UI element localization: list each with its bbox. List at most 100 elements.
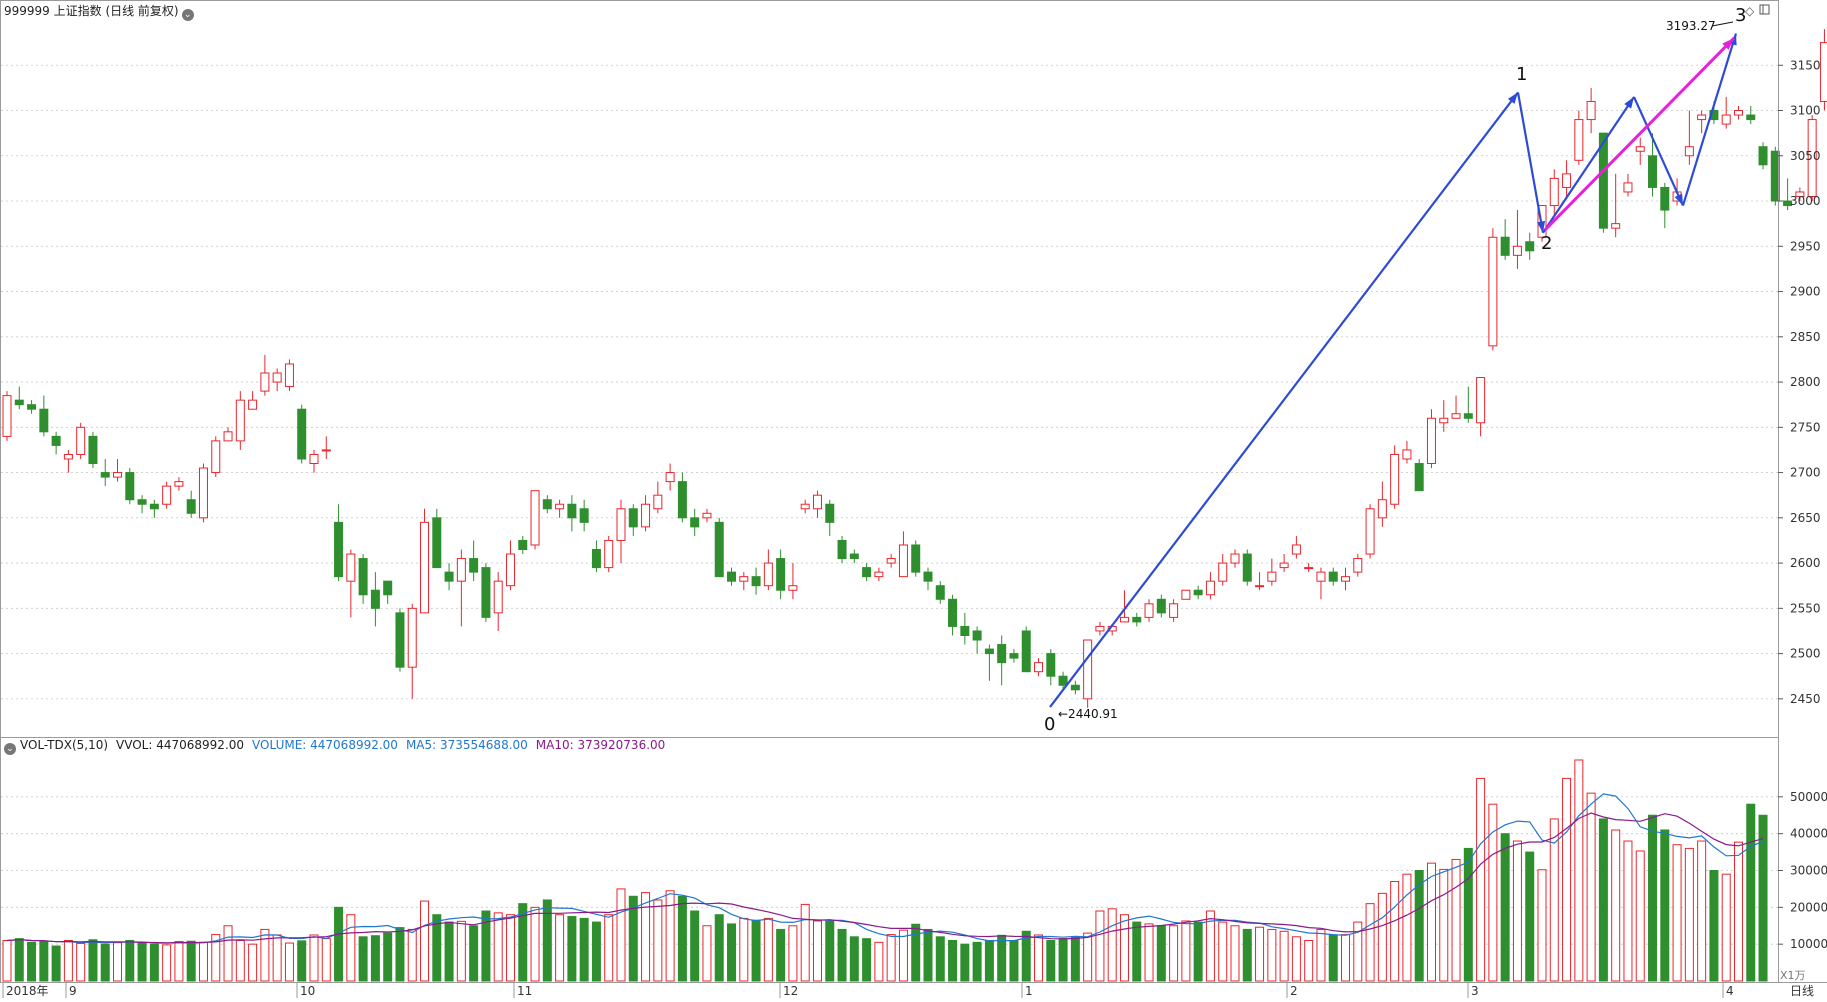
volume-bar bbox=[1697, 840, 1707, 982]
volume-bar bbox=[1746, 803, 1756, 982]
date-tick-label: 9 bbox=[69, 984, 77, 998]
candle-body bbox=[542, 499, 552, 510]
candle-body bbox=[14, 399, 24, 406]
volume-bar bbox=[567, 916, 577, 982]
chart-title-text: 999999 上证指数 (日线 前复权) bbox=[4, 4, 179, 18]
wave-3b-arrowhead bbox=[1674, 193, 1683, 206]
candle-body bbox=[837, 539, 847, 560]
volume-bar bbox=[1562, 777, 1572, 982]
candle-body bbox=[518, 539, 528, 551]
candle-body bbox=[579, 508, 589, 523]
volume-bar bbox=[383, 932, 393, 982]
candle-body bbox=[420, 521, 430, 614]
candle-body bbox=[898, 544, 908, 578]
candle-body bbox=[51, 435, 61, 446]
candle-body bbox=[1758, 146, 1768, 166]
candle-body bbox=[1586, 100, 1596, 121]
candle-body bbox=[567, 503, 577, 519]
volume-bar bbox=[1242, 928, 1252, 982]
wave-3c bbox=[1681, 33, 1738, 206]
volume-bar bbox=[948, 939, 958, 982]
volume-bar bbox=[39, 940, 49, 982]
volume-value: VOLUME: 447068992.00 bbox=[252, 738, 398, 752]
candle-body bbox=[1512, 245, 1522, 256]
candle-body bbox=[923, 571, 933, 582]
volume-bar bbox=[542, 899, 552, 982]
candle-body bbox=[1574, 119, 1584, 161]
price-tick-label: 2550 bbox=[1790, 601, 1821, 615]
volume-bar bbox=[321, 938, 331, 982]
volume-bar bbox=[555, 914, 565, 982]
chevron-down-icon[interactable]: ⌄ bbox=[4, 743, 16, 755]
period-label[interactable]: 日线 bbox=[1790, 984, 1814, 998]
wave-lines bbox=[1049, 33, 1738, 708]
chevron-down-icon[interactable]: ⌄ bbox=[181, 9, 194, 21]
candle-body bbox=[383, 580, 393, 596]
volume-bar bbox=[1083, 932, 1093, 982]
volume-bar bbox=[690, 910, 700, 982]
candle-body bbox=[960, 625, 970, 636]
candle-body bbox=[628, 508, 638, 528]
volume-bar bbox=[702, 925, 712, 982]
candle-body bbox=[763, 562, 773, 587]
candle-body bbox=[604, 539, 614, 569]
volume-bar bbox=[1672, 844, 1682, 982]
candle-body bbox=[1046, 653, 1056, 677]
candle-body bbox=[1500, 236, 1510, 256]
volume-bar bbox=[874, 941, 884, 982]
candle-body bbox=[346, 553, 356, 582]
candle-body bbox=[1156, 598, 1166, 614]
price-panel-frame bbox=[0, 0, 1779, 738]
volume-bar bbox=[1193, 921, 1203, 982]
price-tick-label: 2950 bbox=[1790, 239, 1821, 253]
volume-bar bbox=[1635, 850, 1645, 982]
wave-2-3a-arrowhead bbox=[1624, 96, 1634, 109]
volume-bar bbox=[628, 895, 638, 982]
volume-bar bbox=[825, 920, 835, 982]
volume-bar bbox=[272, 934, 282, 982]
volume-bar bbox=[88, 939, 98, 982]
volume-tick-label: 50000 bbox=[1790, 790, 1827, 804]
volume-bar bbox=[1390, 881, 1400, 982]
candle-body bbox=[1562, 173, 1572, 188]
volume-bar bbox=[358, 936, 368, 982]
candle-body bbox=[1169, 603, 1179, 618]
price-tick-label: 2900 bbox=[1790, 285, 1821, 299]
volume-bar bbox=[63, 939, 73, 982]
candle-body bbox=[1058, 675, 1068, 686]
volume-bar bbox=[1377, 892, 1387, 982]
candle-body bbox=[149, 503, 159, 510]
volume-bar bbox=[1611, 829, 1621, 982]
diamond-icon[interactable]: ◇ bbox=[1745, 4, 1755, 18]
grid bbox=[1, 64, 1778, 945]
candle-body bbox=[1267, 571, 1277, 582]
volume-bar bbox=[1119, 914, 1129, 982]
volume-bar bbox=[1021, 930, 1031, 982]
candle-body bbox=[1034, 662, 1044, 673]
candle-body bbox=[1623, 182, 1633, 193]
date-tick-label: 1 bbox=[1025, 984, 1033, 998]
volume-bar bbox=[113, 942, 123, 982]
candle-body bbox=[235, 399, 245, 442]
candle-body bbox=[1009, 653, 1019, 659]
volume-bar bbox=[1439, 868, 1449, 982]
candle-body bbox=[653, 494, 663, 510]
volume-bar bbox=[407, 928, 417, 982]
candle-body bbox=[1083, 639, 1093, 700]
candle-body bbox=[1181, 589, 1191, 600]
wave-1-2-arrowhead bbox=[1536, 220, 1546, 233]
volume-bar bbox=[1537, 869, 1547, 982]
candle-body bbox=[1070, 684, 1080, 691]
volume-bar bbox=[727, 923, 737, 982]
candle-body bbox=[616, 508, 626, 541]
volume-bar bbox=[1328, 934, 1338, 982]
window-toggle-icon[interactable] bbox=[1759, 4, 1770, 15]
candle-body bbox=[727, 571, 737, 582]
price-tick-label: 3150 bbox=[1790, 58, 1821, 72]
candle-body bbox=[88, 435, 98, 465]
candle-body bbox=[1733, 110, 1743, 116]
volume-bars bbox=[2, 759, 1768, 982]
volume-bar bbox=[1230, 925, 1240, 982]
candle-body bbox=[1451, 413, 1461, 419]
